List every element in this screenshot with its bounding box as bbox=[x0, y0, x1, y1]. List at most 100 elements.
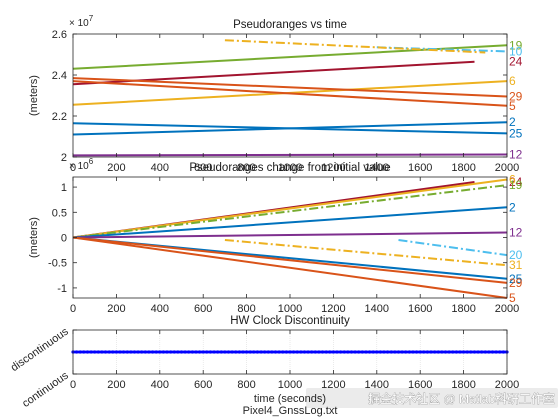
bot-series-marker bbox=[118, 350, 122, 354]
bot-series-marker bbox=[270, 350, 274, 354]
bot-series-marker bbox=[346, 350, 350, 354]
bot-series-marker bbox=[487, 350, 491, 354]
watermark: 掘金技术社区 @ Matlab科研工作室 bbox=[368, 391, 555, 406]
bot-series-marker bbox=[248, 350, 252, 354]
bot-series-marker bbox=[208, 350, 212, 354]
bot-series-marker bbox=[223, 350, 227, 354]
top-series-label-19: 19 bbox=[509, 38, 523, 52]
bot-series-marker bbox=[335, 350, 339, 354]
bot-series-marker bbox=[317, 350, 321, 354]
bot-series-marker bbox=[400, 350, 404, 354]
bot-series-marker bbox=[252, 350, 256, 354]
top-xtick-label: 1400 bbox=[365, 162, 389, 174]
footer-filename: Pixel4_GnssLog.txt bbox=[243, 405, 338, 417]
mid-series-line-19 bbox=[72, 184, 508, 239]
mid-series-label-12: 12 bbox=[509, 225, 523, 239]
bot-series-marker bbox=[443, 350, 448, 354]
mid-xtick-label: 1000 bbox=[278, 303, 302, 315]
bot-series-marker bbox=[111, 350, 115, 354]
mid-ytick-label: 0 bbox=[61, 233, 67, 245]
bot-series-marker bbox=[490, 350, 495, 354]
bot-series-marker bbox=[263, 350, 267, 354]
bot-series-marker bbox=[501, 350, 505, 354]
mid-xtick-label: 1600 bbox=[408, 303, 432, 315]
bot-series-marker bbox=[375, 350, 379, 354]
bot-series-marker bbox=[158, 350, 162, 354]
top-xtick-label: 1800 bbox=[451, 162, 475, 174]
bot-series-marker bbox=[411, 350, 415, 354]
bot-series-marker bbox=[465, 350, 469, 354]
bot-xtick-label: 600 bbox=[194, 379, 212, 391]
mid-series-label-24: 24 bbox=[509, 175, 523, 189]
top-series-label-10: 10 bbox=[509, 44, 523, 58]
top-series-line-29 bbox=[72, 77, 508, 98]
bot-series-marker bbox=[140, 350, 144, 354]
bot-series-marker bbox=[306, 350, 310, 354]
top-series-label-2: 2 bbox=[509, 115, 516, 129]
bot-series-marker bbox=[216, 350, 220, 354]
mid-exponent-power: 6 bbox=[89, 157, 94, 166]
bot-series-marker bbox=[458, 350, 462, 354]
mid-ytick-label: -1 bbox=[57, 283, 67, 295]
bot-xlabel: time (seconds) bbox=[254, 393, 326, 405]
mid-series-line-12 bbox=[72, 231, 508, 239]
bot-series-marker bbox=[75, 350, 79, 354]
bot-xtick-label: 800 bbox=[237, 379, 255, 391]
bot-xtick-label: 1400 bbox=[365, 379, 389, 391]
mid-xtick-label: 200 bbox=[107, 303, 125, 315]
mid-series-line-2 bbox=[72, 206, 508, 239]
top-ytick-label: 2.6 bbox=[52, 29, 67, 41]
bot-title: HW Clock Discontinuity bbox=[230, 315, 350, 327]
bot-series-marker bbox=[78, 350, 82, 354]
top-series-label-25: 25 bbox=[509, 126, 523, 140]
top-xtick-label: 1600 bbox=[408, 162, 432, 174]
bot-series-marker bbox=[161, 350, 165, 354]
bot-series-marker bbox=[136, 350, 140, 354]
bot-series-marker bbox=[151, 350, 155, 354]
bot-series-marker bbox=[320, 350, 325, 354]
mid-xtick-label: 800 bbox=[237, 303, 255, 315]
top-series-label-5: 5 bbox=[509, 99, 516, 113]
bot-xtick-label: 0 bbox=[70, 379, 76, 391]
mid-title: Pseudoranges change from initial value bbox=[189, 162, 390, 174]
top-ytick-label: 2.4 bbox=[52, 70, 67, 82]
bot-series-marker bbox=[418, 350, 422, 354]
bot-series-marker bbox=[404, 350, 408, 354]
bot-series-marker bbox=[179, 350, 184, 354]
bot-series-marker bbox=[425, 350, 429, 354]
bot-xtick-label: 1000 bbox=[278, 379, 302, 391]
bot-series-marker bbox=[292, 350, 296, 354]
top-series-label-24: 24 bbox=[509, 55, 523, 69]
mid-ylabel: (meters) bbox=[28, 217, 40, 258]
bot-series-marker bbox=[212, 350, 216, 354]
bot-series-marker bbox=[353, 350, 357, 354]
bot-series-marker bbox=[342, 350, 346, 354]
bot-series-marker bbox=[378, 350, 382, 354]
bot-series-marker bbox=[190, 350, 194, 354]
bot-series-marker bbox=[364, 350, 368, 354]
mid-series-label-20: 20 bbox=[509, 248, 523, 262]
bot-series-marker bbox=[393, 350, 397, 354]
top-series-label-12: 12 bbox=[509, 148, 523, 162]
mid-ytick-label: 1 bbox=[61, 182, 67, 194]
bot-series-marker bbox=[245, 350, 249, 354]
bot-series-marker bbox=[382, 350, 386, 354]
mid-series-line-20 bbox=[398, 239, 508, 257]
bot-series-marker bbox=[277, 350, 281, 354]
top-series-line-5 bbox=[72, 80, 508, 107]
bot-series-marker bbox=[125, 350, 129, 354]
bot-series-marker bbox=[386, 350, 390, 354]
mid-series-line-5 bbox=[72, 236, 508, 299]
bot-series-marker bbox=[281, 350, 285, 354]
bot-series-marker bbox=[107, 350, 111, 354]
bot-series-marker bbox=[339, 350, 343, 354]
bot-series-marker bbox=[360, 350, 364, 354]
bot-series-marker bbox=[476, 350, 480, 354]
bot-series-marker bbox=[328, 350, 332, 354]
bot-series-marker bbox=[169, 350, 173, 354]
bot-series-marker bbox=[255, 350, 259, 354]
bot-series-marker bbox=[194, 350, 198, 354]
